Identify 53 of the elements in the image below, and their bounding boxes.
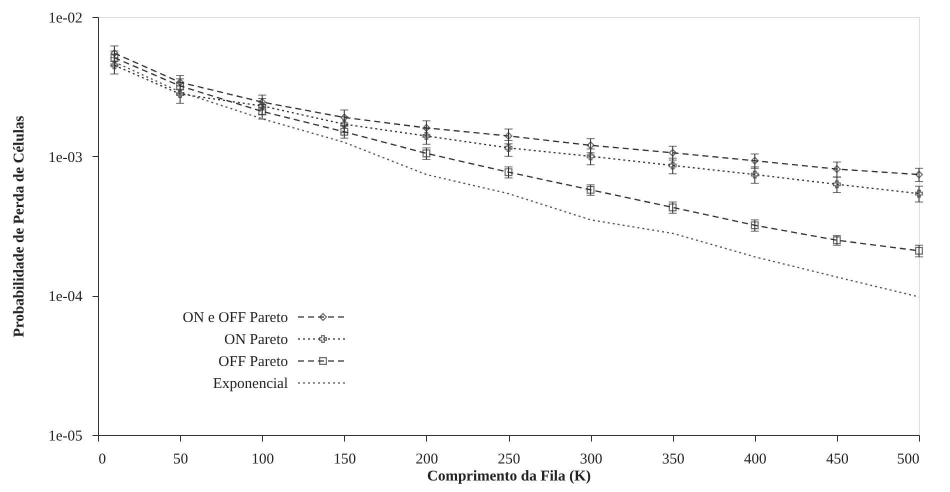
x-tick-label: 450 — [826, 452, 849, 468]
point — [586, 186, 595, 194]
point — [504, 168, 512, 176]
point — [258, 102, 266, 110]
point — [340, 128, 348, 136]
point — [258, 98, 266, 106]
point — [668, 162, 677, 170]
point — [110, 49, 118, 58]
point — [258, 107, 266, 116]
point — [340, 114, 348, 122]
point — [750, 221, 759, 230]
point — [422, 149, 430, 158]
point — [110, 61, 118, 70]
y-tick-label: 1e-04 — [48, 289, 83, 306]
legend-label: ON e OFF Pareto — [182, 310, 288, 326]
point — [504, 132, 512, 140]
point — [668, 148, 677, 157]
point — [504, 144, 512, 152]
y-tick-label: 1e-05 — [48, 428, 82, 444]
y-tick-label: 1e-03 — [48, 150, 82, 166]
point — [915, 246, 923, 255]
point — [832, 180, 841, 188]
point — [586, 141, 595, 150]
x-tick-label: 400 — [744, 452, 767, 468]
point — [750, 156, 759, 165]
x-axis-title: Comprimento da Fila (K) — [427, 468, 591, 484]
x-tick-label: 500 — [897, 452, 920, 468]
point — [915, 170, 923, 179]
x-tick-label: 100 — [251, 452, 274, 468]
point — [176, 78, 184, 86]
point — [422, 124, 430, 132]
point — [176, 82, 184, 90]
x-tick-label: 250 — [498, 452, 520, 468]
point — [340, 120, 348, 128]
y-axis-title: Probabilidade de Perda de Células — [11, 116, 28, 338]
legend-label: ON Pareto — [224, 332, 288, 348]
y-tick-label: 1e-02 — [48, 10, 82, 26]
point — [832, 165, 841, 174]
point — [668, 203, 677, 212]
point — [915, 190, 923, 198]
x-tick-label: 300 — [580, 452, 602, 468]
x-tick-label: 50 — [173, 452, 188, 468]
point — [750, 170, 759, 179]
point — [586, 152, 595, 160]
legend-label: OFF Pareto — [218, 354, 288, 370]
point — [422, 132, 430, 140]
x-tick-label: 350 — [662, 452, 684, 468]
point — [110, 54, 118, 62]
x-tick-label: 200 — [416, 452, 438, 468]
legend-label: Exponencial — [213, 376, 288, 392]
x-tick-label: 150 — [334, 452, 356, 468]
x-tick-label: 0 — [98, 452, 106, 468]
point — [176, 90, 184, 98]
